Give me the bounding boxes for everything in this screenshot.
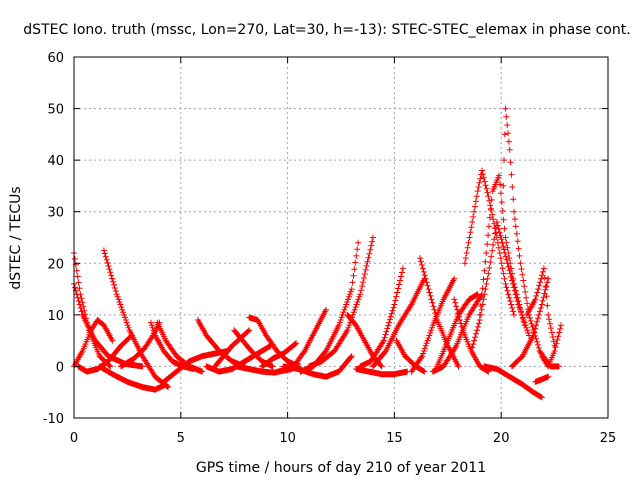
series-pass-34 <box>476 172 528 329</box>
x-tick-label: 10 <box>279 431 296 446</box>
data-point-marks <box>476 172 528 329</box>
y-tick-label: 30 <box>47 206 64 221</box>
axis-ticks <box>73 56 609 419</box>
x-tick-label: 0 <box>70 431 78 446</box>
data-point-marks <box>100 247 171 391</box>
x-tick-label: 20 <box>493 431 510 446</box>
y-tick-label: 50 <box>47 103 64 118</box>
series-pass-17 <box>259 340 300 370</box>
series-pass-38 <box>523 265 558 349</box>
series-pass-37 <box>508 275 552 370</box>
grid-lines <box>74 57 608 418</box>
series-pass-24 <box>357 265 406 370</box>
data-point-marks <box>508 275 552 370</box>
x-tick-label: 5 <box>177 431 185 446</box>
series-pass-29 <box>429 291 485 375</box>
y-axis-label: dSTEC / TECUs <box>8 186 24 289</box>
data-point-marks <box>500 105 562 370</box>
data-point-marks <box>306 234 376 370</box>
series-pass-19 <box>280 353 355 380</box>
series-pass-27 <box>408 275 458 375</box>
data-point-marks <box>523 265 558 349</box>
series-pass-40 <box>532 373 552 385</box>
x-tick-label: 25 <box>600 431 617 446</box>
series-pass-36 <box>481 363 545 401</box>
y-tick-label: 10 <box>47 309 64 324</box>
chart-title: dSTEC Iono. truth (mssc, Lon=270, Lat=30… <box>23 22 630 38</box>
series-pass-23 <box>353 366 411 378</box>
x-axis-label: GPS time / hours of day 210 of year 2011 <box>196 460 486 476</box>
series-pass-06 <box>96 363 169 393</box>
data-point-marks <box>280 353 355 380</box>
data-point-marks <box>538 322 564 370</box>
data-point-marks <box>259 340 300 370</box>
y-tick-labels: -10 0 10 20 30 40 50 60 <box>43 51 64 427</box>
y-tick-label: 20 <box>47 257 64 272</box>
data-point-marks <box>532 373 552 385</box>
series-pass-25 <box>370 275 428 370</box>
data-points <box>71 105 564 401</box>
x-tick-label: 15 <box>386 431 403 446</box>
y-tick-label: 60 <box>47 51 64 66</box>
data-point-marks <box>357 265 406 370</box>
series-pass-39 <box>538 322 564 370</box>
data-point-marks <box>408 275 458 375</box>
series-pass-32 <box>461 167 517 318</box>
data-point-marks <box>417 255 462 370</box>
data-point-marks <box>353 366 411 378</box>
data-point-marks <box>96 363 169 393</box>
data-point-marks <box>429 291 485 375</box>
y-tick-label: -10 <box>43 412 64 427</box>
data-point-marks <box>370 275 428 370</box>
series-pass-21 <box>306 234 376 370</box>
series-pass-35 <box>500 105 562 370</box>
y-tick-label: 40 <box>47 154 64 169</box>
series-pass-28 <box>417 255 462 370</box>
plot-frame <box>73 56 609 419</box>
data-point-marks <box>481 363 545 401</box>
series-pass-05 <box>100 247 171 391</box>
x-tick-labels: 0 5 10 15 20 25 <box>70 431 616 446</box>
y-tick-label: 0 <box>56 360 64 375</box>
data-point-marks <box>461 167 517 318</box>
